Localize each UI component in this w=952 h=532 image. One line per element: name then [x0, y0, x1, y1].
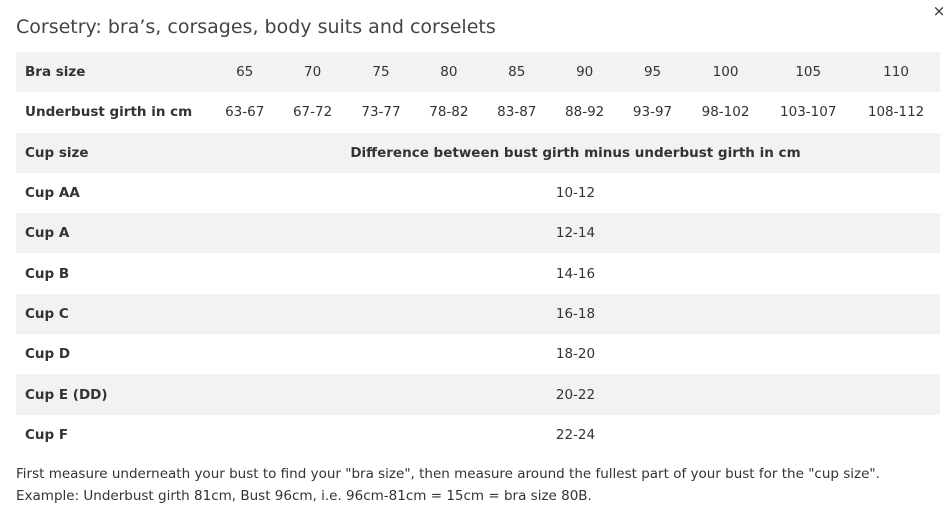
- underbust-row: Underbust girth in cm 63-67 67-72 73-77 …: [16, 92, 940, 133]
- bra-size-cell: 85: [482, 52, 551, 93]
- cup-row: Cup D 18-20: [16, 334, 940, 375]
- bra-size-cell: 110: [852, 52, 940, 93]
- underbust-cell: 78-82: [415, 92, 483, 133]
- cup-row: Cup AA 10-12: [16, 172, 940, 214]
- cup-value: 12-14: [211, 213, 940, 254]
- underbust-cell: 108-112: [852, 92, 940, 133]
- cup-row: Cup A 12-14: [16, 213, 940, 254]
- bra-size-cell: 95: [618, 52, 687, 93]
- cup-value: 18-20: [211, 334, 940, 375]
- bra-size-cell: 80: [415, 52, 483, 93]
- underbust-cell: 73-77: [346, 92, 416, 133]
- bra-size-row: Bra size 65 70 75 80 85 90 95 100 105 11…: [16, 52, 940, 93]
- underbust-cell: 98-102: [686, 92, 765, 133]
- size-chart-table: Bra size 65 70 75 80 85 90 95 100 105 11…: [16, 52, 940, 455]
- cup-label: Cup D: [16, 334, 211, 375]
- underbust-cell: 103-107: [764, 92, 853, 133]
- bra-size-cell: 75: [346, 52, 416, 93]
- cup-row: Cup B 14-16: [16, 253, 940, 294]
- row-label: Bra size: [16, 52, 211, 93]
- underbust-cell: 63-67: [211, 92, 279, 133]
- cup-header-cell: Difference between bust girth minus unde…: [211, 132, 940, 173]
- cup-header-row: Cup size Difference between bust girth m…: [16, 132, 940, 173]
- cup-value: 16-18: [211, 293, 940, 335]
- page-title: Corsetry: bra’s, corsages, body suits an…: [16, 16, 496, 38]
- row-label: Underbust girth in cm: [16, 92, 211, 133]
- cup-label: Cup E (DD): [16, 374, 211, 415]
- cup-label: Cup B: [16, 253, 211, 294]
- cup-value: 10-12: [211, 172, 940, 214]
- underbust-cell: 93-97: [618, 92, 687, 133]
- bra-size-cell: 105: [764, 52, 853, 93]
- cup-value: 20-22: [211, 374, 940, 415]
- underbust-cell: 83-87: [482, 92, 551, 133]
- cup-label: Cup F: [16, 414, 211, 455]
- underbust-cell: 67-72: [278, 92, 347, 133]
- measurement-note: First measure underneath your bust to fi…: [16, 466, 880, 504]
- cup-label: Cup A: [16, 213, 211, 254]
- cup-value: 14-16: [211, 253, 940, 294]
- cup-label: Cup C: [16, 293, 211, 335]
- cup-label: Cup AA: [16, 172, 211, 214]
- cup-row: Cup E (DD) 20-22: [16, 374, 940, 415]
- cup-row: Cup F 22-24: [16, 414, 940, 455]
- underbust-cell: 88-92: [550, 92, 619, 133]
- cup-value: 22-24: [211, 414, 940, 455]
- bra-size-cell: 100: [686, 52, 765, 93]
- bra-size-cell: 90: [550, 52, 619, 93]
- row-label: Cup size: [16, 132, 211, 173]
- bra-size-cell: 70: [278, 52, 347, 93]
- close-icon[interactable]: ×: [932, 2, 946, 20]
- cup-row: Cup C 16-18: [16, 293, 940, 335]
- bra-size-cell: 65: [211, 52, 279, 93]
